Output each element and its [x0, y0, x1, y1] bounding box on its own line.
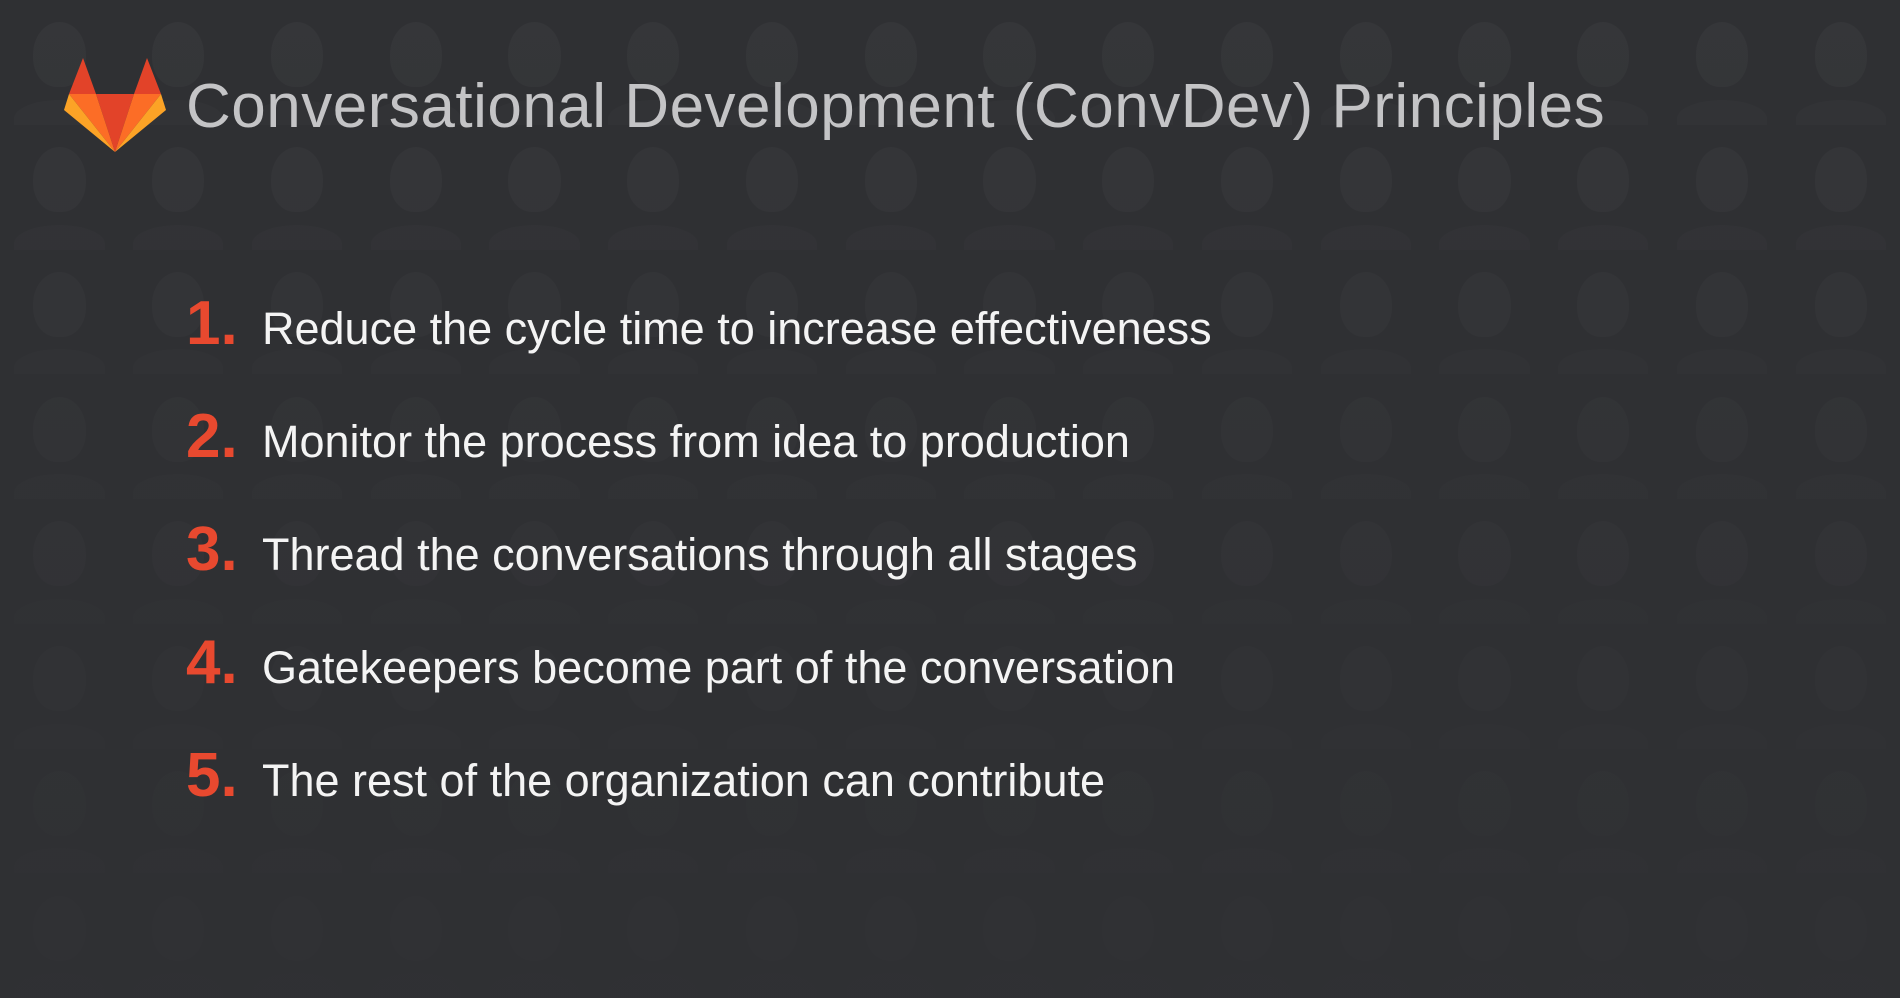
- logo-center-facet: [96, 94, 134, 152]
- principle-number: 2.: [186, 402, 238, 471]
- slide-title: Conversational Development (ConvDev) Pri…: [186, 71, 1606, 141]
- principles-list: 1. Reduce the cycle time to increase eff…: [186, 288, 1212, 853]
- principle-text: Reduce the cycle time to increase effect…: [262, 303, 1212, 354]
- slide-header: Conversational Development (ConvDev) Pri…: [64, 58, 1605, 154]
- principle-text: The rest of the organization can contrib…: [262, 755, 1106, 806]
- gitlab-tanuki-logo-icon: [64, 58, 166, 152]
- principle-item-1: 1. Reduce the cycle time to increase eff…: [186, 288, 1212, 401]
- logo-left-ear-facet: [69, 58, 96, 94]
- principle-text: Gatekeepers become part of the conversat…: [262, 642, 1176, 693]
- logo-right-cheek-facet: [115, 94, 166, 152]
- logo-right-ear-facet: [134, 58, 161, 94]
- principle-item-4: 4. Gatekeepers become part of the conver…: [186, 627, 1212, 740]
- principle-number: 5.: [186, 741, 238, 810]
- principle-text: Monitor the process from idea to product…: [262, 416, 1130, 467]
- principle-number: 1.: [186, 289, 238, 358]
- principle-item-5: 5. The rest of the organization can cont…: [186, 740, 1212, 853]
- principle-item-2: 2. Monitor the process from idea to prod…: [186, 401, 1212, 514]
- principle-number: 3.: [186, 515, 238, 584]
- principle-item-3: 3. Thread the conversations through all …: [186, 514, 1212, 627]
- principle-number: 4.: [186, 628, 238, 697]
- logo-left-cheek-facet: [64, 94, 115, 152]
- principle-text: Thread the conversations through all sta…: [262, 529, 1138, 580]
